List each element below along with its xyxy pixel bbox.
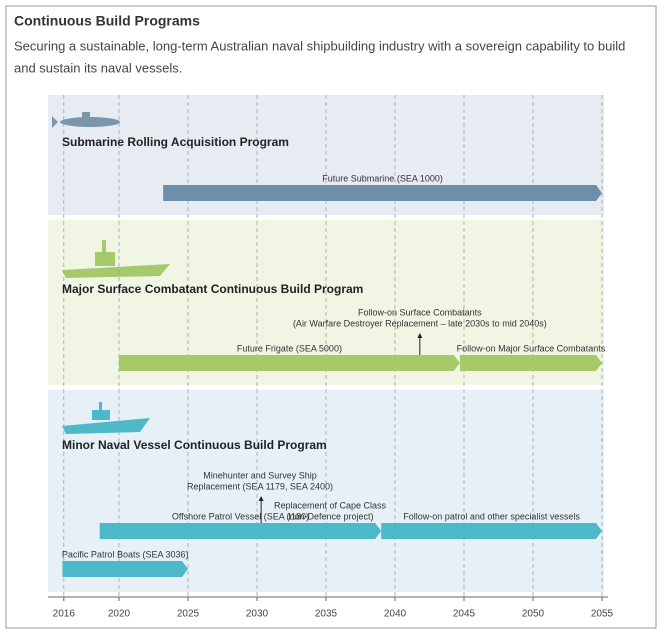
bar-label: Future Frigate (SEA 5000) [237,343,342,353]
bar-label: Offshore Patrol Vessel (SEA 1180) [172,511,309,521]
bar-label: Future Submarine (SEA 1000) [322,173,443,183]
patrol-icon [62,402,150,434]
submarine-icon [52,112,120,128]
timeline-bar [62,561,188,577]
timeline-bar [459,355,602,371]
x-tick-label: 2035 [315,609,338,620]
x-tick-label: 2040 [384,609,407,620]
annotation: Replacement (SEA 1179, SEA 2400) [187,481,333,491]
arrow-head [417,333,423,338]
x-tick-label: 2016 [53,609,76,620]
timeline-bar [99,523,382,539]
x-tick-label: 2020 [108,609,131,620]
group-label: Major Surface Combatant Continuous Build… [62,282,363,296]
x-tick-label: 2045 [453,609,476,620]
timeline-bar [119,355,460,371]
annotation: Follow-on Surface Combatants [358,307,482,317]
x-tick-label: 2050 [522,609,545,620]
arrow-head [258,496,264,501]
timeline-bar [163,185,602,201]
subtitle: and sustain its naval vessels. [14,60,182,75]
subtitle: Securing a sustainable, long-term Austra… [14,38,625,53]
annotation: Replacement of Cape Class [274,500,387,510]
frigate-icon [62,240,170,278]
annotation: (non-Defence project) [286,511,373,521]
bar-label: Follow-on Major Surface Combatants [457,343,606,353]
annotation: Minehunter and Survey Ship [203,470,317,480]
group-label: Submarine Rolling Acquisition Program [62,135,289,149]
x-tick-label: 2025 [177,609,200,620]
bar-label: Follow-on patrol and other specialist ve… [403,511,580,521]
timeline-bar [381,523,602,539]
x-tick-label: 2055 [591,609,614,620]
bar-label: Pacific Patrol Boats (SEA 3036) [62,549,189,559]
group-label: Minor Naval Vessel Continuous Build Prog… [62,438,327,452]
annotation: (Air Warfare Destroyer Replacement – lat… [293,318,547,328]
chart-title: Continuous Build Programs [14,13,200,29]
x-tick-label: 2030 [246,609,269,620]
